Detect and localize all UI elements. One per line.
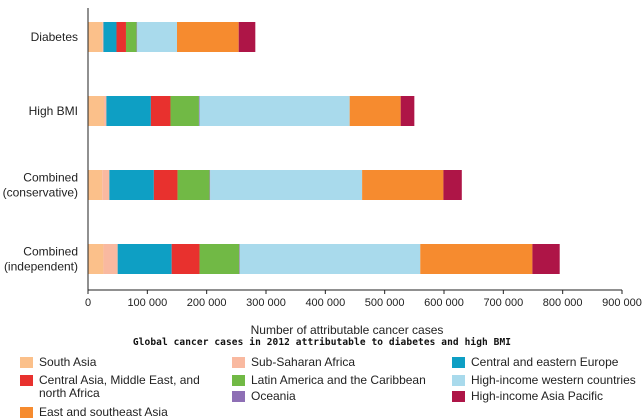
bar-segment bbox=[125, 22, 137, 52]
bar-segment bbox=[177, 170, 210, 200]
bar-segment bbox=[349, 96, 401, 126]
bar-segment bbox=[171, 244, 200, 274]
legend-label: High-income Asia Pacific bbox=[471, 389, 604, 403]
legend-label: South Asia bbox=[39, 355, 97, 369]
legend-swatch bbox=[20, 357, 33, 368]
legend-label: Oceania bbox=[251, 389, 296, 403]
bar-segment bbox=[117, 244, 172, 274]
bar-segment bbox=[102, 22, 104, 52]
legend-item: High-income Asia Pacific bbox=[452, 390, 640, 403]
bar-segment bbox=[106, 96, 151, 126]
bar-segment bbox=[532, 244, 560, 274]
legend-label: High-income western countries bbox=[471, 373, 636, 387]
legend-swatch bbox=[20, 407, 33, 418]
bar-segment bbox=[103, 22, 117, 52]
legend-item: High-income western countries bbox=[452, 374, 640, 387]
bar-segment bbox=[443, 170, 462, 200]
legend-label: Latin America and the Caribbean bbox=[251, 373, 426, 387]
bar-segment bbox=[103, 244, 118, 274]
legend-item: Sub-Saharan Africa bbox=[232, 356, 444, 369]
legend: South Asia Sub-Saharan Africa Central and … bbox=[20, 354, 640, 420]
legend-label: Central and eastern Europe bbox=[471, 355, 619, 369]
bar-segment bbox=[199, 96, 350, 126]
x-tick-label: 200 000 bbox=[187, 297, 227, 309]
legend-label: East and southeast Asia bbox=[39, 405, 168, 419]
category-label: Combined bbox=[23, 245, 78, 259]
bar-segment bbox=[102, 170, 110, 200]
legend-swatch bbox=[232, 375, 245, 386]
x-ticks: 0 100 000 200 000 300 000 400 000 500 000 600 … bbox=[85, 290, 642, 309]
bar-segment bbox=[177, 22, 239, 52]
legend-item: Central Asia, Middle East, and north Afr… bbox=[20, 374, 220, 400]
legend-item: South Asia bbox=[20, 356, 220, 369]
bar-segment bbox=[362, 170, 444, 200]
bar-segment bbox=[239, 244, 421, 274]
category-label: Combined bbox=[23, 171, 78, 185]
x-tick-label: 600 000 bbox=[424, 297, 464, 309]
legend-label: Sub-Saharan Africa bbox=[251, 355, 356, 369]
x-tick-label: 500 000 bbox=[365, 297, 405, 309]
bar-segment bbox=[239, 244, 240, 274]
bar-segment bbox=[109, 170, 154, 200]
bar-segment bbox=[209, 170, 211, 200]
category-label: (independent) bbox=[4, 260, 78, 274]
bar-segment bbox=[137, 22, 177, 52]
x-tick-label: 700 000 bbox=[483, 297, 523, 309]
legend-item: Latin America and the Caribbean bbox=[232, 374, 444, 387]
bar-segment bbox=[88, 22, 103, 52]
bar-segment bbox=[420, 244, 533, 274]
legend-swatch bbox=[20, 375, 33, 386]
category-label: Diabetes bbox=[31, 30, 78, 44]
bar-segment bbox=[199, 244, 240, 274]
x-tick-label: 800 000 bbox=[543, 297, 583, 309]
legend-swatch bbox=[452, 375, 465, 386]
bar-segment bbox=[88, 170, 103, 200]
legend-item: Central and eastern Europe bbox=[452, 356, 640, 369]
legend-label: Central Asia, Middle East, and north Afr… bbox=[39, 373, 200, 400]
legend-swatch bbox=[232, 391, 245, 402]
x-tick-label: 300 000 bbox=[246, 297, 286, 309]
x-tick-label: 0 bbox=[85, 297, 91, 309]
bar-segment bbox=[170, 96, 199, 126]
legend-swatch bbox=[232, 357, 245, 368]
bar-segment bbox=[153, 170, 178, 200]
bar-segment bbox=[104, 96, 107, 126]
x-tick-label: 100 000 bbox=[127, 297, 167, 309]
legend-item: East and southeast Asia bbox=[20, 406, 220, 419]
figure-caption: Global cancer cases in 2012 attributable… bbox=[132, 337, 512, 348]
legend-swatch bbox=[452, 357, 465, 368]
x-axis-title: Number of attributable cancer cases bbox=[251, 323, 444, 337]
bar-segment bbox=[198, 96, 200, 126]
bar-segment bbox=[210, 170, 363, 200]
x-tick-label: 900 000 bbox=[602, 297, 642, 309]
bar-segment bbox=[400, 96, 415, 126]
x-tick-label: 400 000 bbox=[305, 297, 345, 309]
category-label: (conservative) bbox=[3, 186, 78, 200]
bar-segment bbox=[88, 96, 105, 126]
bar-segment bbox=[136, 22, 138, 52]
category-label: High BMI bbox=[29, 104, 78, 118]
legend-swatch bbox=[452, 391, 465, 402]
bar-segment bbox=[150, 96, 171, 126]
legend-item: Oceania bbox=[232, 390, 444, 403]
bar-segment bbox=[88, 244, 104, 274]
bars-group bbox=[88, 22, 560, 274]
bar-segment bbox=[116, 22, 126, 52]
bar-segment bbox=[238, 22, 256, 52]
